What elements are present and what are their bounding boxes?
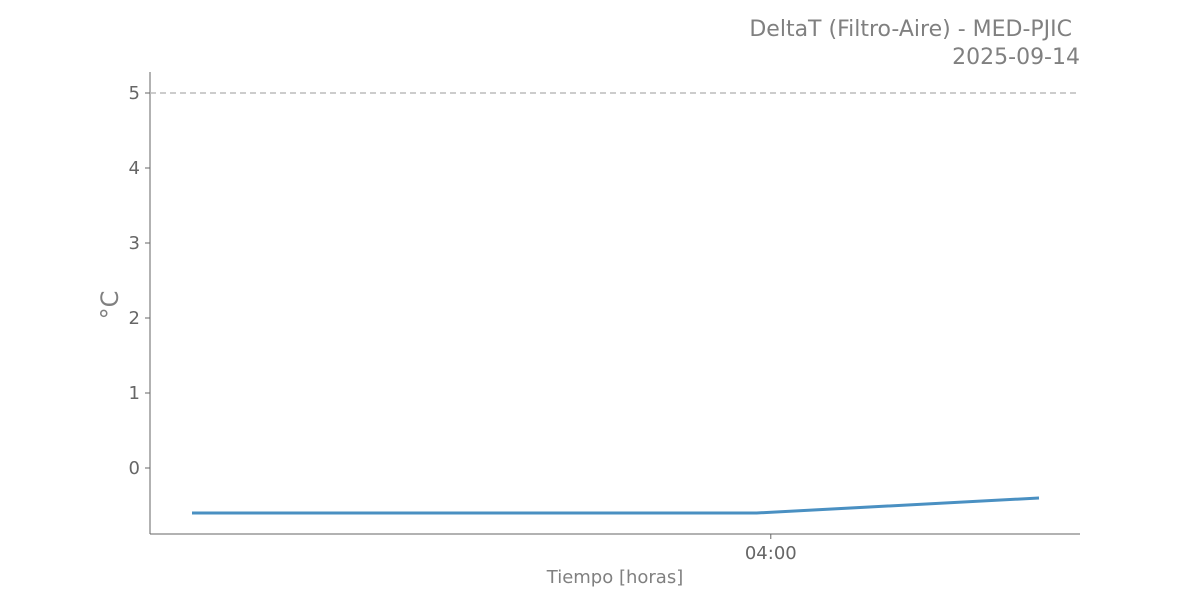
y-tick-label: 1 (129, 383, 140, 404)
y-tick-label: 0 (129, 458, 140, 479)
y-tick-label: 2 (129, 308, 140, 329)
x-axis-label: Tiempo [horas] (546, 567, 684, 588)
chart-title: DeltaT (Filtro-Aire) - MED-PJIC (749, 17, 1072, 42)
y-axis-label: °C (96, 291, 124, 320)
y-tick-label: 5 (129, 83, 140, 104)
y-tick-label: 4 (129, 158, 140, 179)
series-line (192, 496, 1040, 515)
y-tick-label: 3 (129, 233, 140, 254)
chart-subtitle: 2025-09-14 (952, 45, 1080, 70)
x-tick-label: 04:00 (745, 543, 797, 564)
